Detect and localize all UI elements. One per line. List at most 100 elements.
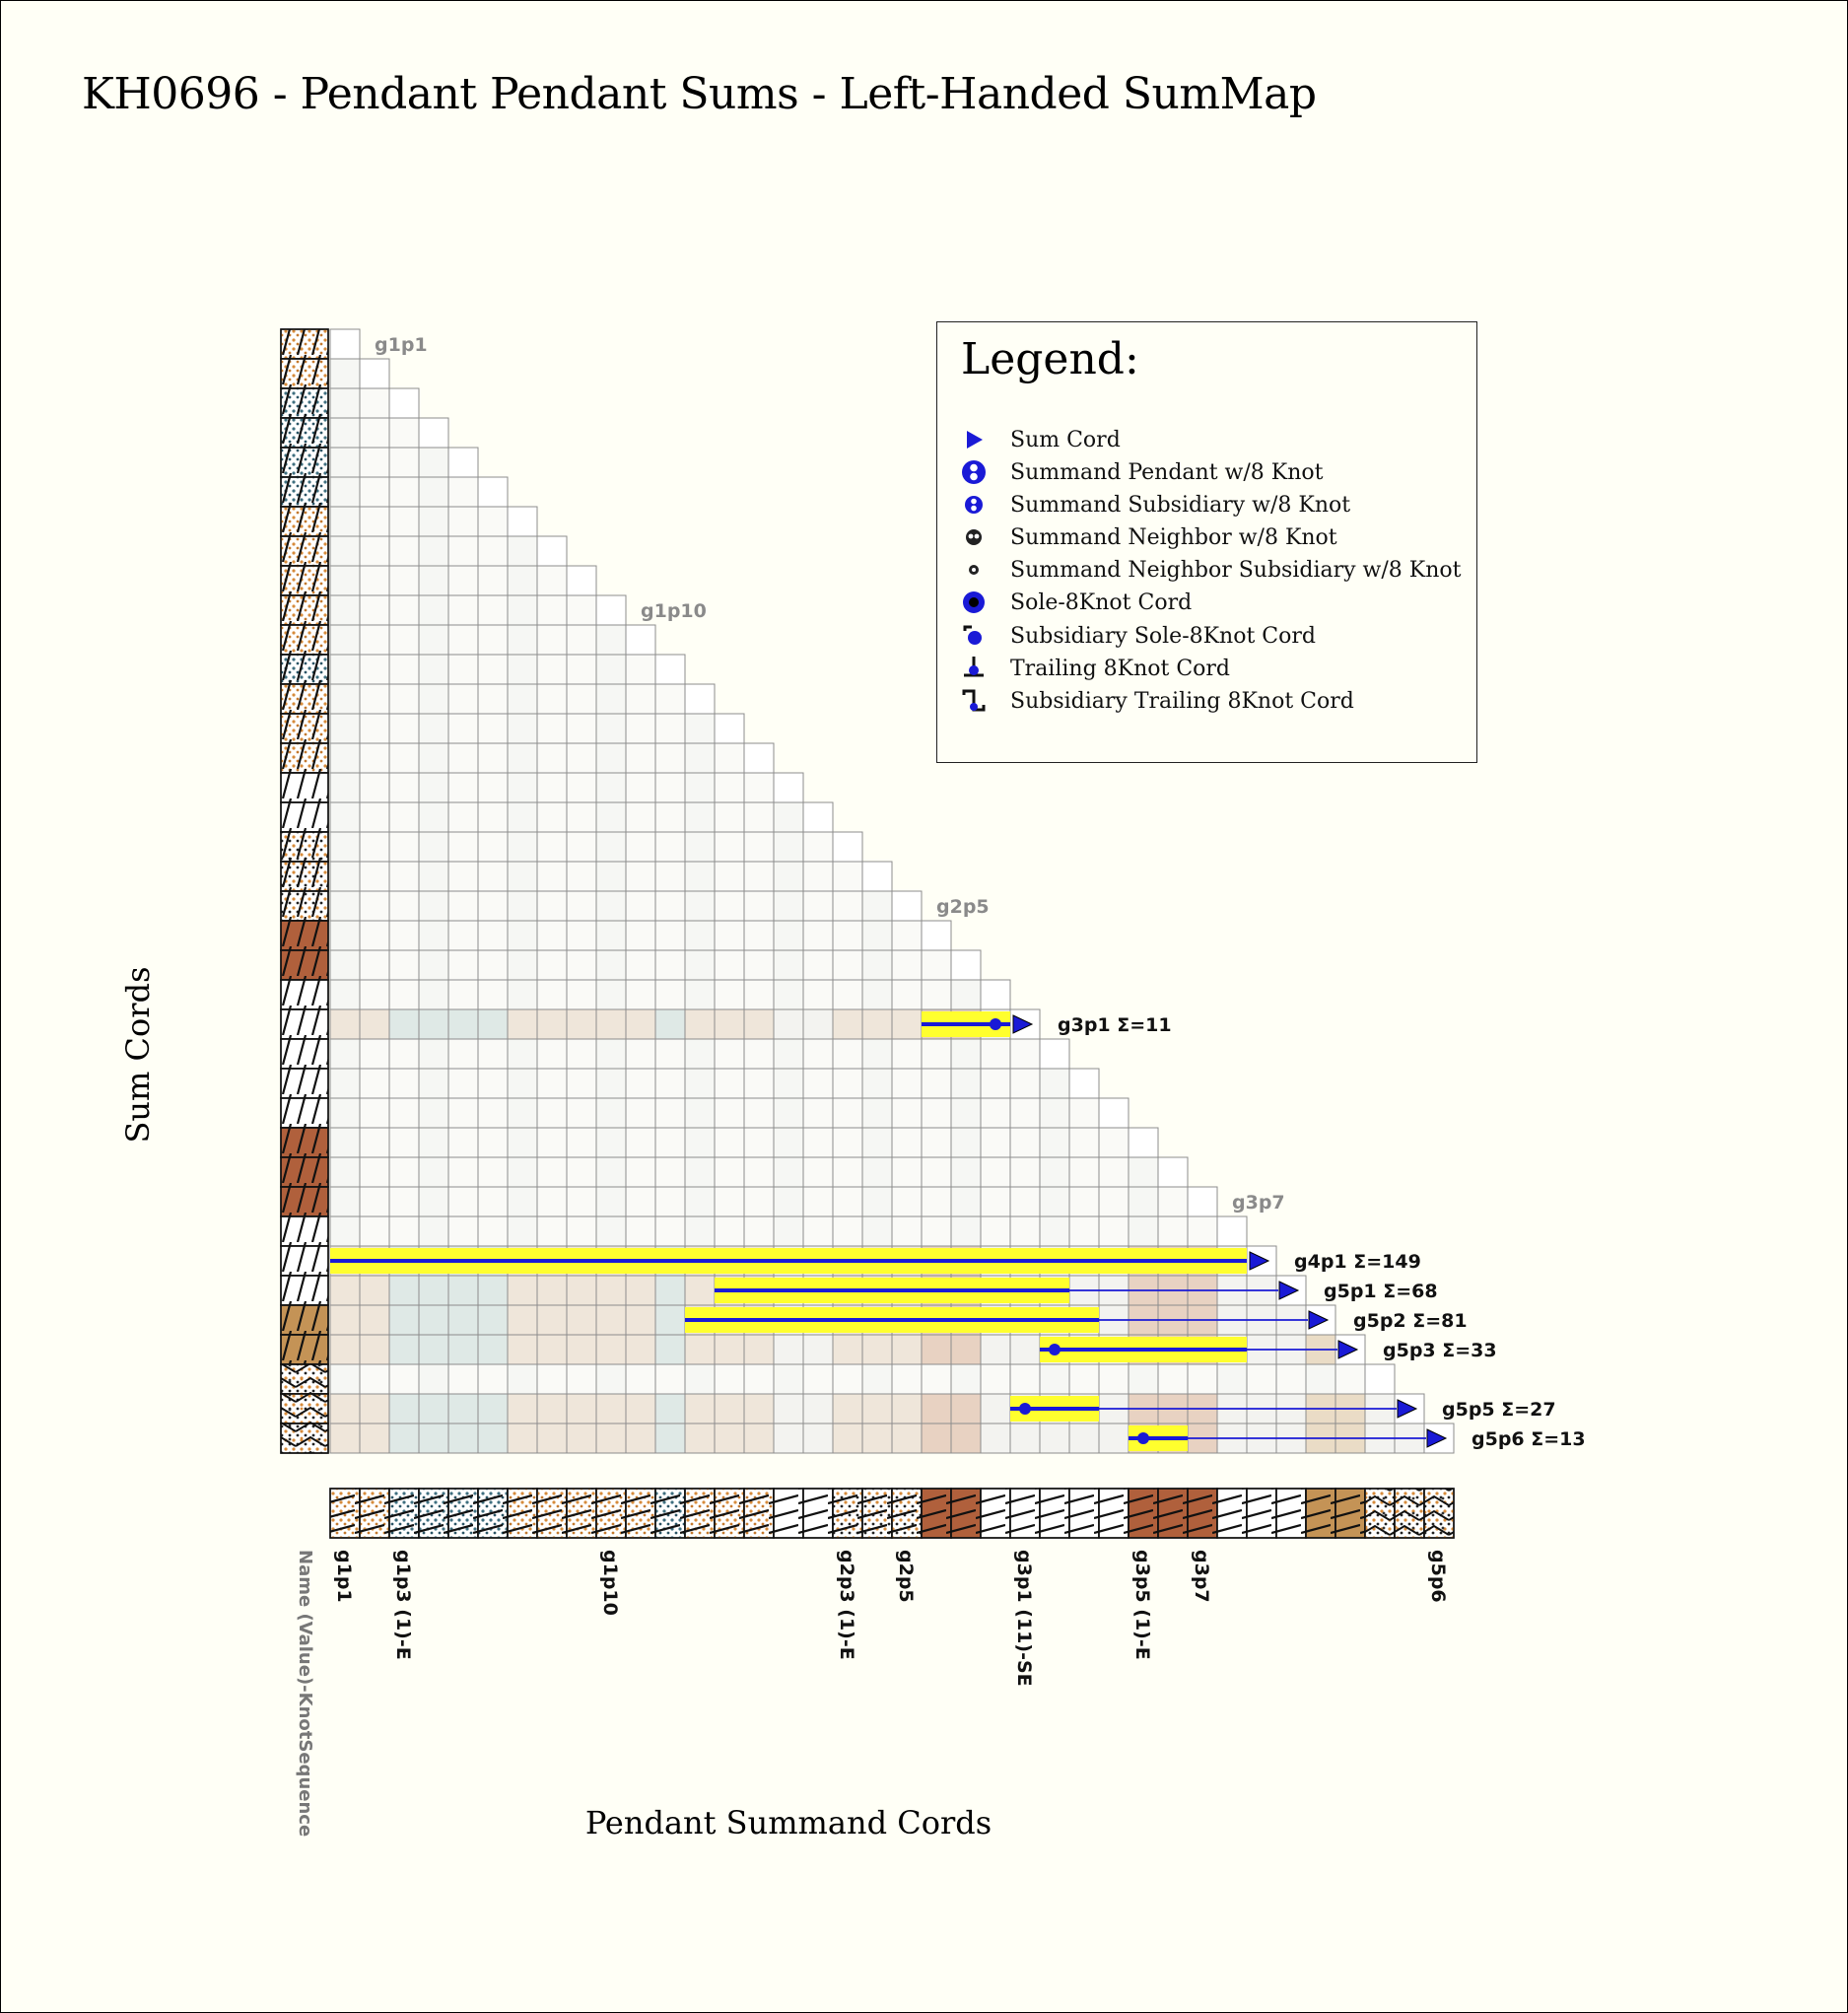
summand-cell [1068, 1215, 1100, 1247]
summand-cell [684, 1393, 716, 1424]
summand-cell [625, 713, 656, 744]
summand-cell [359, 1275, 390, 1306]
sum-cord-arrow [1012, 1014, 1034, 1034]
summand-cell [418, 1275, 449, 1306]
summand-cell [566, 1038, 597, 1070]
summand-cell [980, 1156, 1011, 1188]
summand-cell [507, 1127, 538, 1158]
summand-cell [566, 1393, 597, 1424]
summand-cell [625, 1008, 656, 1040]
summand-cell [684, 772, 716, 803]
cord-hatch [280, 979, 329, 1010]
summand-cell [743, 949, 775, 981]
summand-cell [388, 447, 420, 478]
summand-cell [1039, 1156, 1070, 1188]
summand-cell [654, 1127, 686, 1158]
summand-cell [654, 1334, 686, 1365]
summand-cell [714, 1097, 745, 1129]
x-tick-label: g1p1 [333, 1550, 355, 1603]
summand-cell [507, 801, 538, 833]
cord-hatch [280, 594, 329, 626]
summand-cell [773, 1038, 804, 1070]
summand-cell [536, 742, 568, 774]
summand-cell [388, 1363, 420, 1395]
summand-cell [477, 506, 509, 537]
summand-hatch [773, 1488, 804, 1539]
summand-cell [1216, 1215, 1248, 1247]
row-label: g2p5 [936, 896, 990, 918]
summand-cell [832, 1393, 863, 1424]
summand-cell [536, 890, 568, 922]
summand-cell [359, 1127, 390, 1158]
summand-cell [566, 1068, 597, 1099]
summand-cell [536, 624, 568, 656]
summand-cell [625, 1275, 656, 1306]
summand-cell [654, 979, 686, 1010]
summand-cell [329, 949, 361, 981]
summand-cell [507, 890, 538, 922]
summand-cell [447, 1363, 479, 1395]
summand-cell [802, 831, 834, 863]
legend-item-summand-pendant: Summand Pendant w/8 Knot [961, 457, 1323, 487]
summand-cell [447, 1334, 479, 1365]
summand-cell [595, 1304, 627, 1336]
summand-cell [329, 358, 361, 389]
summand-cell [447, 1215, 479, 1247]
summand-hatch [1394, 1488, 1425, 1539]
summand-cell [832, 920, 863, 951]
legend-item-subsidiary-sole-8knot: Subsidiary Sole-8Knot Cord [961, 621, 1316, 651]
summand-cell [743, 1393, 775, 1424]
summand-cell [359, 1215, 390, 1247]
summand-cell [507, 654, 538, 685]
summand-cell [507, 1304, 538, 1336]
summand-cell [329, 861, 361, 892]
cord-hatch [280, 654, 329, 685]
summand-cell [477, 1334, 509, 1365]
summand-cell [714, 1334, 745, 1365]
summand-cell [536, 1097, 568, 1129]
summand-cell [566, 1097, 597, 1129]
summand-cell [921, 1186, 952, 1217]
summand-cell [595, 1127, 627, 1158]
summand-cell [388, 1008, 420, 1040]
summand-hatch [1039, 1488, 1070, 1539]
summand-cell [507, 594, 538, 626]
summand-cell [921, 1127, 952, 1158]
legend-label: Sum Cord [1010, 427, 1121, 452]
summand-cell [980, 1215, 1011, 1247]
summand-cell [447, 1038, 479, 1070]
summand-cell [684, 1275, 716, 1306]
row-label: g1p1 [375, 334, 428, 356]
summand-cell [595, 861, 627, 892]
summand-cell [861, 1097, 893, 1129]
summand-hatch [832, 1488, 863, 1539]
summand-cell [625, 920, 656, 951]
summand-cell [773, 1097, 804, 1129]
summand-cell [536, 1215, 568, 1247]
summand-cell [388, 1215, 420, 1247]
summand-cell [477, 624, 509, 656]
summand-cell [595, 890, 627, 922]
x-tick-label: g1p10 [599, 1550, 621, 1616]
summand-cell [507, 535, 538, 567]
summand-cell [654, 713, 686, 744]
summand-cell [566, 772, 597, 803]
summand-neighbor-icon [966, 529, 982, 545]
summand-cell [802, 1363, 834, 1395]
summand-cell [625, 1068, 656, 1099]
summand-cell [329, 447, 361, 478]
summand-cell [595, 654, 627, 685]
sum-cord-arrow [1426, 1428, 1448, 1448]
summand-cell [832, 1423, 863, 1454]
summand-cell [832, 1156, 863, 1188]
summand-hatch [447, 1488, 479, 1539]
sum-cord-arrow [1308, 1310, 1330, 1330]
summand-cell [329, 1393, 361, 1424]
summand-cell [950, 1363, 982, 1395]
summand-hatch [950, 1488, 982, 1539]
x-tick-label: g3p7 [1191, 1550, 1212, 1603]
summand-cell [329, 417, 361, 449]
summand-cell [507, 1363, 538, 1395]
sole-8knot-marker [1137, 1432, 1149, 1444]
summand-cell [566, 831, 597, 863]
